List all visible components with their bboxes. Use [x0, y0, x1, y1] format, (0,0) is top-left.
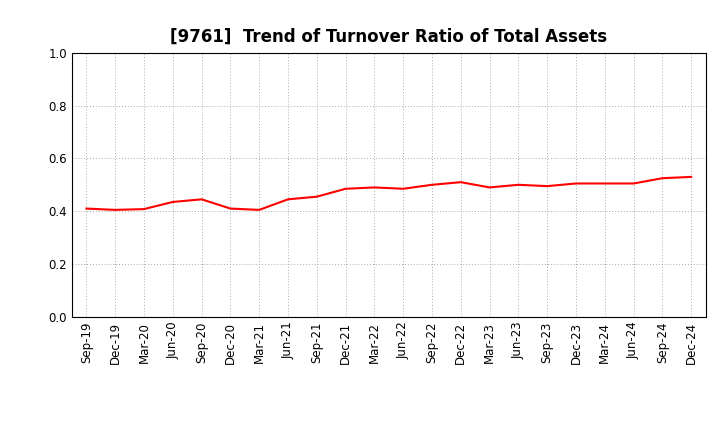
Title: [9761]  Trend of Turnover Ratio of Total Assets: [9761] Trend of Turnover Ratio of Total … [170, 28, 608, 46]
